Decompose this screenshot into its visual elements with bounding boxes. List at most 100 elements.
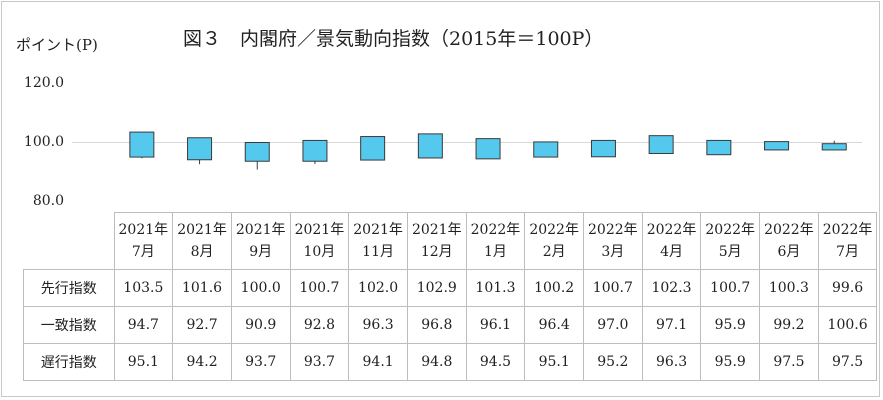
column-header-year: 2022年 xyxy=(588,222,638,238)
table-cell: 96.8 xyxy=(406,306,467,344)
table-cell: 100.0 xyxy=(230,269,291,307)
table-cell: 97.1 xyxy=(641,306,702,344)
column-header: 2022年 6月 xyxy=(759,212,819,270)
table-cell: 97.0 xyxy=(583,306,643,344)
column-header-month: 2月 xyxy=(542,244,566,260)
table-cell: 95.1 xyxy=(524,343,584,381)
column-header-year: 2022年 xyxy=(764,222,814,238)
table-cell: 96.3 xyxy=(348,306,408,344)
table-cell: 94.2 xyxy=(172,343,232,381)
column-header-month: 4月 xyxy=(660,244,683,260)
table-cell: 102.3 xyxy=(641,269,702,307)
column-header: 2021年 10月 xyxy=(289,212,350,270)
column-header-year: 2022年 xyxy=(822,222,873,238)
column-header-month: 6月 xyxy=(777,244,801,260)
row-label: 先行指数 xyxy=(23,269,115,307)
data-table: 2021年 7月 2021年 8月 2021年 9月 2021年 10月 2021年 11月 202… xyxy=(23,212,878,381)
table-cell: 96.4 xyxy=(524,306,584,344)
table-cell: 94.5 xyxy=(465,343,526,381)
column-header-year: 2021年 xyxy=(411,222,462,238)
table-cell: 102.0 xyxy=(348,269,408,307)
column-header-month: 1月 xyxy=(484,244,507,260)
table-cell: 100.7 xyxy=(289,269,350,307)
table-cell: 90.9 xyxy=(230,306,291,344)
table-cell: 100.7 xyxy=(583,269,643,307)
column-header: 2021年 9月 xyxy=(230,212,291,270)
column-header-month: 10月 xyxy=(303,244,336,260)
column-header-month: 7月 xyxy=(836,244,860,260)
candle-box-10 xyxy=(706,139,732,156)
y-tick-label-80: 80.0 xyxy=(32,193,64,209)
table-row: 遅行指数 95.1 94.2 93.7 93.7 94.1 94.8 94.5 95.1 95.2… xyxy=(23,343,878,381)
row-label: 遅行指数 xyxy=(23,343,115,381)
table-cell: 95.2 xyxy=(583,343,643,381)
table-cell: 100.3 xyxy=(759,269,819,307)
candle-box-4 xyxy=(360,136,386,161)
table-cell: 92.8 xyxy=(289,306,350,344)
y-tick-label-100: 100.0 xyxy=(23,134,64,150)
column-header: 2022年 2月 xyxy=(524,212,584,270)
table-cell: 93.7 xyxy=(230,343,291,381)
y-tick-label-120: 120.0 xyxy=(23,75,64,91)
table-cell: 93.7 xyxy=(289,343,350,381)
candle-box-11 xyxy=(764,141,790,151)
table-cell: 94.1 xyxy=(348,343,408,381)
column-header-month: 5月 xyxy=(718,244,742,260)
table-cell: 96.3 xyxy=(641,343,702,381)
table-row: 一致指数 94.7 92.7 90.9 92.8 96.3 96.8 96.1 96.4 97.0… xyxy=(23,306,878,344)
column-header-month: 8月 xyxy=(190,244,214,260)
table-cell: 95.1 xyxy=(113,343,174,381)
table-cell: 94.7 xyxy=(113,306,174,344)
column-header: 2021年 7月 xyxy=(113,212,174,270)
column-header-month: 9月 xyxy=(249,244,273,260)
y-axis-label: ポイント(P) xyxy=(16,36,98,54)
table-cell: 101.6 xyxy=(172,269,232,307)
table-cell: 100.6 xyxy=(817,306,878,344)
column-header-year: 2021年 xyxy=(353,222,403,238)
column-header: 2022年 7月 xyxy=(817,212,878,270)
table-cell: 95.9 xyxy=(700,306,761,344)
table-cell: 103.5 xyxy=(113,269,174,307)
column-header: 2021年 12月 xyxy=(406,212,467,270)
candle-box-6 xyxy=(475,138,501,160)
table-cell: 97.5 xyxy=(759,343,819,381)
table-cell: 102.9 xyxy=(406,269,467,307)
candle-box-1 xyxy=(187,137,213,161)
column-header: 2022年 5月 xyxy=(700,212,761,270)
column-header-year: 2022年 xyxy=(646,222,697,238)
column-header-year: 2021年 xyxy=(177,222,227,238)
column-header-year: 2021年 xyxy=(235,222,286,238)
table-cell: 92.7 xyxy=(172,306,232,344)
chart-title: 図３ 内閣府／景気動向指数（2015年＝100P） xyxy=(183,28,604,50)
candle-box-2 xyxy=(244,142,270,162)
table-header-row: 2021年 7月 2021年 8月 2021年 9月 2021年 10月 2021年 11月 202… xyxy=(23,212,878,270)
table-cell: 99.2 xyxy=(759,306,819,344)
column-header-month: 3月 xyxy=(601,244,625,260)
column-header-year: 2022年 xyxy=(470,222,521,238)
table-corner xyxy=(23,212,115,270)
candle-box-3 xyxy=(302,139,328,162)
candle-box-7 xyxy=(533,141,559,158)
column-header-year: 2022年 xyxy=(529,222,579,238)
column-header-month: 7月 xyxy=(131,244,155,260)
candle-box-9 xyxy=(648,135,674,155)
table-body: 先行指数 103.5 101.6 100.0 100.7 102.0 102.9 101.3 1… xyxy=(23,269,878,381)
table-cell: 97.5 xyxy=(817,343,878,381)
table-cell: 96.1 xyxy=(465,306,526,344)
table-cell: 101.3 xyxy=(465,269,526,307)
candle-box-0 xyxy=(129,131,155,158)
column-header: 2022年 4月 xyxy=(641,212,702,270)
column-header: 2021年 11月 xyxy=(348,212,408,270)
column-header-month: 12月 xyxy=(420,244,453,260)
column-header-month: 11月 xyxy=(362,244,394,260)
column-header-year: 2021年 xyxy=(294,222,345,238)
column-header-year: 2021年 xyxy=(118,222,169,238)
table-cell: 99.6 xyxy=(817,269,878,307)
row-label: 一致指数 xyxy=(23,306,115,344)
table-cell: 94.8 xyxy=(406,343,467,381)
column-header-year: 2022年 xyxy=(705,222,756,238)
candle-box-8 xyxy=(590,139,616,158)
table-cell: 100.7 xyxy=(700,269,761,307)
